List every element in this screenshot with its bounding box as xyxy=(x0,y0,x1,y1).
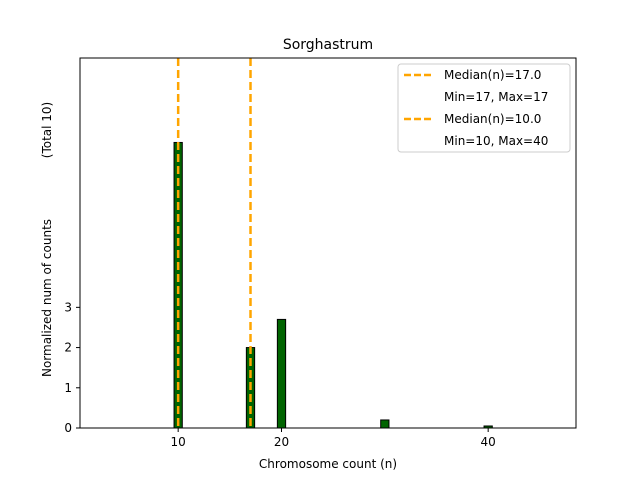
bar-n-20 xyxy=(276,318,287,429)
x-tick-label: 10 xyxy=(171,435,186,449)
legend-label-range-1: Min=17, Max=17 xyxy=(444,90,548,104)
x-axis: 10 20 40 xyxy=(171,428,496,449)
legend-label-range-2: Min=10, Max=40 xyxy=(444,134,548,148)
y-tick-label: 2 xyxy=(64,341,72,355)
legend-frame xyxy=(397,63,571,153)
x-tick-label: 20 xyxy=(274,435,289,449)
legend-label-median-1: Median(n)=17.0 xyxy=(444,68,541,82)
chart-title: Sorghastrum xyxy=(283,37,373,53)
legend: Median(n)=17.0 Min=17, Max=17 Median(n)=… xyxy=(397,63,571,153)
plot-frame xyxy=(79,57,577,429)
median-lines-layer xyxy=(176,58,252,428)
y-tick-label: 0 xyxy=(64,421,72,435)
bar-n-30 xyxy=(380,419,390,429)
y-axis: 0 1 2 3 xyxy=(64,300,80,435)
y-tick-label: 3 xyxy=(64,300,72,314)
x-axis-label: Chromosome count (n) xyxy=(259,457,397,471)
legend-label-median-2: Median(n)=10.0 xyxy=(444,112,541,126)
y-tick-label: 1 xyxy=(64,381,72,395)
y-axis-total-label: (Total 10) xyxy=(40,102,54,158)
x-tick-label: 40 xyxy=(481,435,496,449)
y-axis-label: Normalized num of counts xyxy=(40,219,54,377)
